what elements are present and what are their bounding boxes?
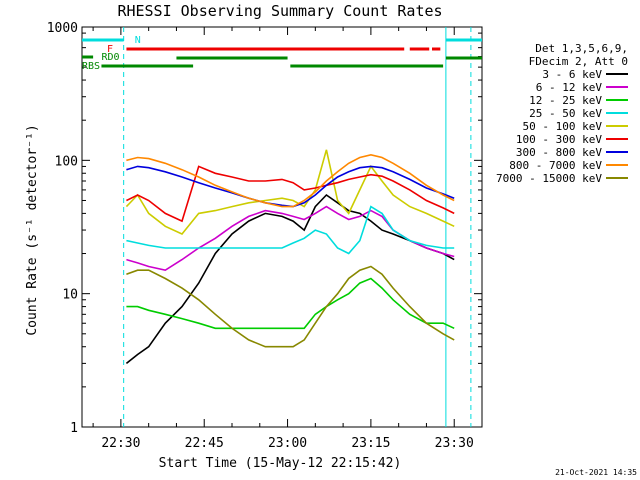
- legend-entry-label: 25 - 50 keV: [529, 107, 602, 120]
- x-tick-label: 22:45: [185, 436, 224, 451]
- decimation-flag-label: RD0: [101, 52, 119, 63]
- legend-entry-label: 12 - 25 keV: [529, 94, 602, 107]
- x-axis: 22:30 22:45 23:00 23:15 23:30: [92, 27, 483, 451]
- series-line: [126, 205, 455, 255]
- legend-header: Det 1,3,5,6,9,: [535, 42, 628, 55]
- chart-title: RHESSI Observing Summary Count Rates: [117, 2, 442, 20]
- series-line: [125, 149, 455, 235]
- night-flag-label: N: [135, 35, 141, 46]
- legend: Det 1,3,5,6,9,FDecim 2, Att 03 - 6 keV6 …: [496, 42, 628, 185]
- x-tick-label: 23:15: [351, 436, 390, 451]
- y-axis-label: Count Rate (s⁻¹ detector⁻¹): [25, 124, 40, 335]
- saa-flag-label: RBS: [82, 61, 100, 72]
- series-lines: [125, 149, 455, 365]
- x-axis-label: Start Time (15-May-12 22:15:42): [159, 456, 402, 471]
- legend-header: FDecim 2, Att 0: [529, 55, 628, 68]
- legend-entry-label: 7000 - 15000 keV: [496, 172, 602, 185]
- plot-frame: [81, 26, 483, 428]
- legend-entry-label: 300 - 800 keV: [516, 146, 602, 159]
- x-tick-label: 23:30: [435, 436, 474, 451]
- legend-entry-label: 800 - 7000 keV: [509, 159, 602, 172]
- legend-entry-label: 50 - 100 keV: [523, 120, 603, 133]
- series-line: [126, 277, 455, 330]
- y-tick-label: 1000: [47, 21, 78, 36]
- x-tick-label: 22:30: [101, 436, 140, 451]
- series-line: [125, 193, 455, 365]
- timestamp: 21-Oct-2021 14:35: [555, 468, 637, 477]
- series-line: [126, 165, 455, 208]
- legend-entry-label: 100 - 300 keV: [516, 133, 602, 146]
- legend-entry-label: 3 - 6 keV: [542, 68, 602, 81]
- y-tick-label: 1: [70, 421, 78, 436]
- x-tick-label: 23:00: [268, 436, 307, 451]
- y-axis: 1 10 100 1000: [47, 21, 482, 436]
- y-tick-label: 10: [62, 288, 78, 303]
- y-tick-label: 100: [55, 154, 78, 169]
- series-line: [126, 153, 455, 208]
- series-line: [126, 165, 455, 223]
- series-line: [126, 265, 455, 348]
- flare-flag-label: F: [107, 44, 113, 55]
- legend-entry-label: 6 - 12 keV: [536, 81, 603, 94]
